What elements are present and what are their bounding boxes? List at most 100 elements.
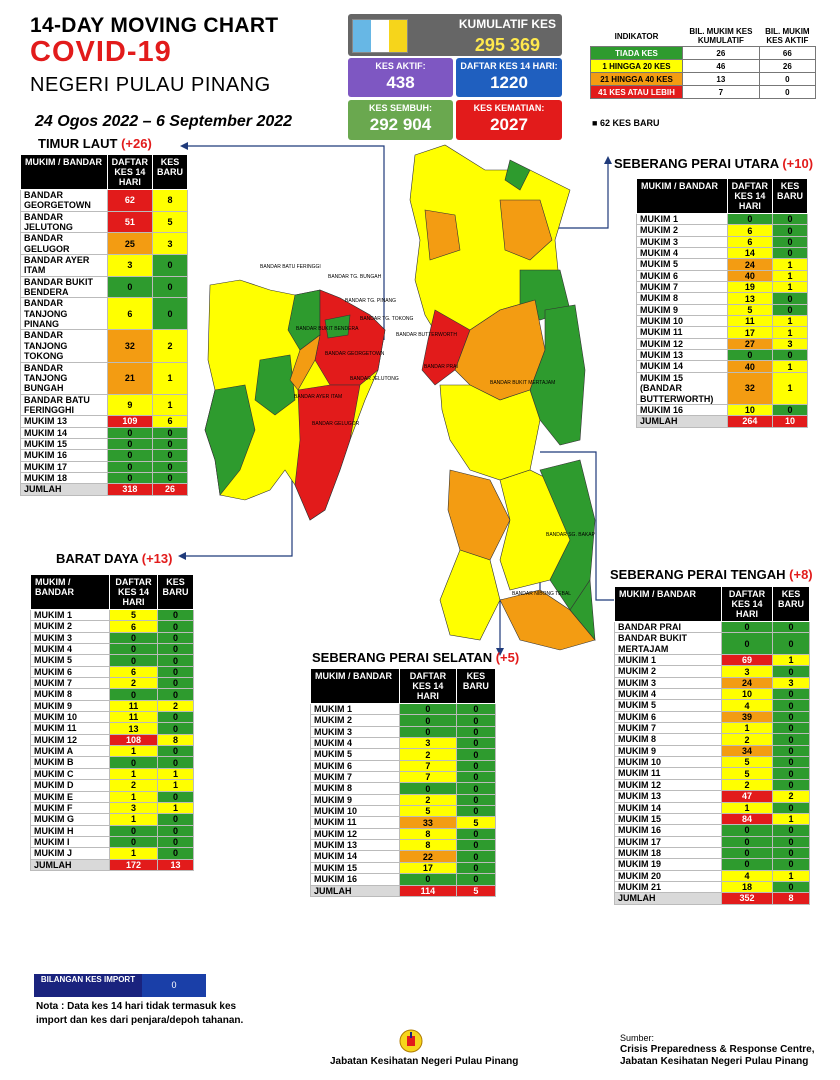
- row-daftar: 1: [721, 801, 773, 814]
- row-name: MUKIM 6: [310, 759, 400, 773]
- row-baru: 0: [771, 733, 811, 746]
- row-daftar: 3: [399, 737, 457, 750]
- row-baru: 0: [771, 688, 811, 701]
- kematian-label: KES KEMATIAN:: [473, 103, 545, 113]
- daftar14-label: DAFTAR KES 14 HARI:: [460, 61, 558, 71]
- table-row: MUKIM 9 11 2: [30, 699, 194, 713]
- table-header-row: MUKIM / BANDAR DAFTAR KES 14 HARI KES BARU: [30, 574, 194, 610]
- row-daftar: 0: [399, 782, 457, 795]
- table-total-row: JUMLAH 264 10: [636, 415, 808, 428]
- row-baru: 0: [772, 292, 808, 305]
- kumulatif-value: 295 369: [474, 35, 540, 55]
- row-daftar: 0: [106, 471, 154, 485]
- row-name: MUKIM E: [30, 790, 110, 803]
- row-daftar: 84: [721, 812, 773, 826]
- map-label: BANDAR AYER ITAM: [294, 394, 342, 400]
- table-row: MUKIM 13 47 2: [614, 790, 811, 803]
- table-row: MUKIM 6 39 0: [614, 710, 811, 724]
- row-name: MUKIM 14: [20, 426, 108, 439]
- row-daftar: 47: [721, 790, 773, 803]
- row-daftar: 24: [726, 258, 774, 271]
- map-label: BANDAR NIBONG TEBAL: [512, 591, 571, 597]
- row-baru: 0: [771, 756, 811, 769]
- sembuh-value: 292 904: [369, 115, 432, 134]
- row-name: MUKIM 7: [636, 281, 728, 294]
- table-row: MUKIM 14 0 0: [20, 426, 188, 439]
- total-label: JUMLAH: [30, 858, 110, 871]
- row-daftar: 22: [399, 850, 457, 863]
- row-daftar: 7: [399, 771, 457, 784]
- table-row: BANDAR TANJONG PINANG 6 0: [20, 297, 188, 331]
- row-baru: 1: [772, 326, 808, 339]
- row-baru: 0: [157, 756, 194, 769]
- table-row: MUKIM 12 8 0: [310, 827, 497, 841]
- ind-row: 1 HINGGA 20 KES 46 26: [590, 59, 817, 73]
- col-baru-header: KES BARU: [771, 586, 811, 622]
- row-name: MUKIM 9: [614, 744, 722, 758]
- row-daftar: 14: [726, 247, 774, 260]
- row-name: MUKIM 13: [20, 415, 108, 428]
- row-baru: 0: [455, 702, 497, 716]
- col-daftar-header: DAFTAR KES 14 HARI: [721, 586, 773, 622]
- row-daftar: 1: [721, 722, 773, 735]
- panel-title-delta: (+10): [782, 156, 814, 171]
- table-header-row: MUKIM / BANDAR DAFTAR KES 14 HARI KES BARU: [310, 668, 497, 704]
- row-daftar: 24: [721, 676, 773, 690]
- panel-title-text: SEBERANG PERAI UTARA: [614, 156, 779, 171]
- row-daftar: 0: [108, 631, 159, 645]
- table-row: MUKIM 13 8 0: [310, 839, 497, 852]
- total-baru: 10: [772, 415, 808, 428]
- row-baru: 0: [157, 654, 194, 667]
- panel-title-sp-tengah: SEBERANG PERAI TENGAH (+8): [610, 567, 813, 582]
- row-baru: 0: [771, 880, 811, 894]
- aktif-box: KES AKTIF: 438: [348, 58, 453, 97]
- panel-title-sp-utara: SEBERANG PERAI UTARA (+10): [614, 156, 813, 171]
- row-name: MUKIM 18: [20, 471, 108, 485]
- row-daftar: 3: [108, 801, 159, 815]
- row-name: BANDAR GEORGETOWN: [20, 189, 108, 212]
- col-baru-header: KES BARU: [157, 574, 194, 610]
- row-daftar: 40: [726, 360, 774, 373]
- chart-title-covid: COVID-19: [30, 36, 172, 68]
- row-daftar: 13: [726, 292, 774, 305]
- aktif-value: 438: [386, 73, 415, 92]
- row-baru: 2: [157, 699, 194, 713]
- row-baru: 0: [771, 620, 811, 634]
- col-mukim-header: MUKIM / BANDAR: [20, 154, 108, 190]
- row-daftar: 39: [721, 710, 773, 724]
- row-name: MUKIM 12: [636, 337, 728, 351]
- col-baru-header: KES BARU: [772, 178, 808, 214]
- daftar14-box: DAFTAR KES 14 HARI: 1220: [456, 58, 562, 97]
- chart-title-line1: 14-DAY MOVING CHART: [30, 14, 279, 37]
- row-name: MUKIM 20: [614, 869, 722, 882]
- row-name: MUKIM 5: [614, 699, 722, 712]
- row-baru: 0: [152, 460, 188, 473]
- source-line1: Crisis Preparedness & Response Centre,: [620, 1044, 815, 1055]
- panel-title-delta: (+13): [141, 551, 173, 566]
- row-baru: 3: [772, 337, 808, 351]
- row-daftar: 2: [108, 677, 159, 690]
- row-name: MUKIM 11: [614, 767, 722, 780]
- row-name: MUKIM 12: [310, 827, 400, 841]
- row-baru: 0: [771, 744, 811, 758]
- row-baru: 0: [157, 835, 194, 849]
- col-daftar-header: DAFTAR KES 14 HARI: [726, 178, 774, 214]
- total-daftar: 352: [721, 892, 773, 905]
- table-row: MUKIM 11 13 0: [30, 722, 194, 735]
- chart-title-state: NEGERI PULAU PINANG: [30, 74, 271, 96]
- row-baru: 0: [771, 801, 811, 814]
- row-baru: 1: [772, 315, 808, 328]
- row-name: MUKIM 3: [636, 235, 728, 249]
- row-name: MUKIM D: [30, 779, 110, 792]
- total-baru: 5: [455, 884, 497, 897]
- row-name: BANDAR BUKIT MERTAJAM: [614, 632, 722, 656]
- row-daftar: 10: [726, 403, 774, 417]
- row-name: BANDAR TANJONG TOKONG: [20, 329, 108, 363]
